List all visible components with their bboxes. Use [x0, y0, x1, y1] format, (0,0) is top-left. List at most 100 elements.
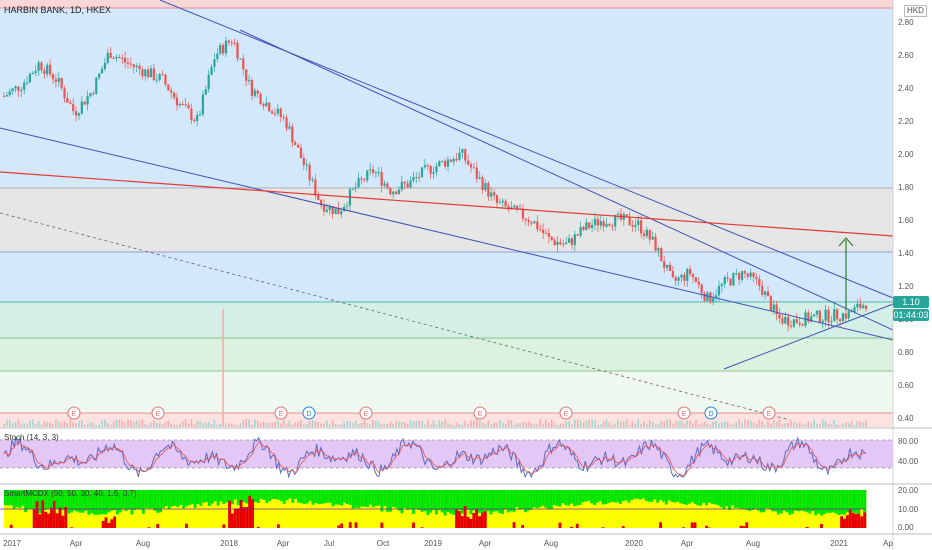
mcdx-hotmoney-bar	[558, 490, 562, 507]
mcdx-hotmoney-bar	[236, 490, 240, 506]
mcdx-hotmoney-bar	[435, 490, 439, 515]
mcdx-hotmoney-bar	[693, 490, 697, 504]
mcdx-hotmoney-bar	[639, 490, 643, 500]
volume-bar	[490, 424, 493, 427]
volume-bar	[305, 423, 308, 427]
mcdx-hotmoney-bar	[67, 490, 71, 514]
candle-body	[43, 70, 46, 75]
earnings-marker[interactable]	[67, 406, 81, 420]
mcdx-hotmoney-bar	[564, 490, 568, 506]
mcdx-hotmoney-bar	[664, 490, 669, 505]
candle-body	[276, 108, 279, 114]
candle-body	[354, 187, 357, 189]
volume-bar	[758, 419, 761, 427]
earnings-marker[interactable]	[359, 406, 373, 420]
red-resistance-line	[0, 171, 894, 237]
dividend-marker[interactable]	[302, 406, 316, 420]
candle-body	[337, 208, 340, 215]
volume-bar	[377, 421, 380, 427]
time-tick-label: Aug	[544, 539, 558, 548]
candle-body	[334, 208, 337, 214]
trend-lines[interactable]	[0, 0, 894, 421]
mcdx-hotmoney-bar	[274, 490, 278, 500]
event-marker-label: E	[156, 411, 161, 418]
earnings-marker[interactable]	[473, 406, 487, 420]
candle-body	[547, 233, 550, 237]
price-axis[interactable]: 2.802.602.402.202.001.801.601.401.201.00…	[898, 18, 919, 532]
volume-bar	[106, 422, 109, 427]
dividend-marker[interactable]	[704, 406, 718, 420]
earnings-marker[interactable]	[559, 406, 573, 420]
mcdx-hotmoney-bar	[684, 490, 689, 505]
mcdx-hotmoney-bar	[219, 490, 223, 502]
candle-body	[60, 77, 63, 89]
candle-body	[406, 183, 409, 188]
volume-bar	[245, 419, 247, 427]
volume-bar	[277, 420, 279, 427]
volume-bar	[824, 420, 827, 427]
stoch-pane[interactable]	[0, 435, 893, 479]
volume-bar	[749, 420, 752, 427]
volume-bar	[447, 422, 449, 427]
time-axis[interactable]: 2017 Apr Aug 2018 Apr Jul Oct 2019 Apr Aug 2020 Apr…	[3, 539, 893, 548]
volume-bar	[26, 423, 28, 427]
candle-body	[524, 218, 527, 221]
volume-bar	[130, 420, 132, 427]
candle-body	[660, 248, 663, 262]
earnings-marker[interactable]	[762, 406, 776, 420]
volume-bar	[340, 424, 343, 427]
smart-mcdx-title[interactable]: SmartMCDX (50, 50, 30, 40, 1.5, 0.7)	[4, 489, 137, 498]
candle-body	[282, 117, 285, 119]
volume-bar	[723, 421, 726, 427]
earnings-marker[interactable]	[151, 406, 165, 420]
volume-bar	[752, 422, 755, 427]
mcdx-hotmoney-bar	[710, 490, 715, 504]
mcdx-hotmoney-bar	[472, 490, 476, 511]
currency-badge[interactable]: HKD	[904, 5, 927, 17]
volume-bar	[721, 422, 723, 427]
stoch-title[interactable]: Stoch (14, 3, 3)	[4, 433, 59, 442]
mcdx-banker-bar	[705, 525, 709, 528]
mcdx-hotmoney-bar	[670, 490, 674, 502]
candle-body	[158, 74, 161, 80]
candle-body	[109, 52, 112, 59]
volume-bar	[663, 421, 665, 427]
mcdx-hotmoney-bar	[363, 490, 367, 507]
candle-body	[856, 303, 859, 308]
volume-bar	[398, 421, 400, 427]
volume-bar	[602, 421, 605, 427]
mcdx-banker-bar	[35, 501, 39, 528]
mcdx-hotmoney-bar	[334, 490, 338, 505]
volume-bar	[660, 420, 663, 427]
candle-body	[57, 77, 60, 82]
mcdx-hotmoney-bar	[12, 490, 16, 509]
mcdx-banker-bar	[480, 512, 485, 528]
volume-bar	[254, 419, 256, 427]
candle-body	[374, 172, 377, 174]
mcdx-banker-bar	[228, 500, 232, 528]
volume-bar	[69, 419, 72, 427]
candle-body	[446, 159, 450, 167]
mcdx-hotmoney-bar	[409, 490, 413, 509]
mcdx-hotmoney-bar	[15, 490, 19, 508]
earnings-marker[interactable]	[274, 406, 288, 420]
mcdx-banker-bar	[354, 522, 358, 528]
volume-bar	[810, 422, 813, 427]
mcdx-hotmoney-bar	[380, 490, 384, 512]
mcdx-banker-bar	[521, 525, 525, 528]
level-lines[interactable]	[0, 7, 893, 414]
mcdx-banker-bar	[58, 507, 62, 528]
mcdx-hotmoney-bar	[118, 490, 123, 513]
volume-bar	[461, 424, 464, 427]
volume-bar	[343, 422, 345, 427]
candle-body	[14, 86, 17, 89]
candle-body	[766, 291, 770, 297]
volume-bar	[331, 419, 334, 427]
mcdx-hotmoney-bar	[840, 490, 844, 515]
symbol-title[interactable]: HARBIN BANK, 1D, HKEX	[4, 5, 112, 15]
mcdx-hotmoney-bar	[196, 490, 200, 504]
earnings-marker[interactable]	[677, 406, 691, 420]
mcdx-hotmoney-bar	[29, 490, 34, 510]
